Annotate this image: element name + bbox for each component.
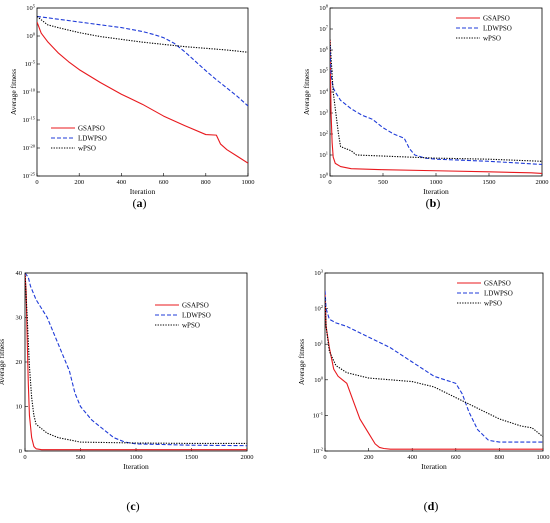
y-tick-label: 102 <box>314 304 323 313</box>
y-tick-label: 105 <box>319 67 329 76</box>
series-line-gsapso <box>25 273 247 451</box>
x-tick-label: 1500 <box>483 179 496 186</box>
x-tick-label: 0 <box>23 454 26 461</box>
y-tick-label: 103 <box>319 109 329 118</box>
series-line-wpso <box>330 39 542 162</box>
y-tick-label: 10-1 <box>313 411 323 420</box>
y-tick-label: 10-2 <box>313 447 323 456</box>
legend-label-wpso: wPSO <box>182 322 200 330</box>
legend: GSAPSO LDWPSO wPSO <box>457 280 513 308</box>
panel-label: (a) <box>133 196 147 210</box>
y-tick-label: 10-5 <box>25 60 36 69</box>
legend-label-wpso: wPSO <box>484 300 502 308</box>
series-line-gsapso <box>330 39 542 175</box>
x-axis-label: Iteration <box>421 462 447 471</box>
chart-panel-c: 0 500 1000 1500 2000 0 10 20 30 40 Iteration Averag… <box>0 270 254 513</box>
panel-label: (b) <box>426 196 441 210</box>
plot-frame <box>36 7 249 177</box>
series-line-wpso <box>25 273 247 444</box>
legend: GSAPSO LDWPSO wPSO <box>456 15 512 43</box>
y-axis-label: Average fitness <box>297 339 306 385</box>
x-tick-label: 600 <box>451 454 461 461</box>
series-line-gsapso <box>325 290 543 450</box>
y-tick-label: 0 <box>19 448 22 455</box>
x-tick-label: 500 <box>76 454 86 461</box>
x-tick-label: 200 <box>74 179 84 186</box>
legend-label-ldwpso: LDWPSO <box>182 312 211 320</box>
x-tick-label: 0 <box>35 179 38 186</box>
x-tick-label: 600 <box>159 179 169 186</box>
panel-label: (d) <box>424 499 439 513</box>
y-tick-label: 10-10 <box>23 88 36 97</box>
legend-label-ldwpso: LDWPSO <box>484 290 513 298</box>
y-axis-label: Average fitness <box>9 69 18 115</box>
series-line-wpso <box>37 15 248 53</box>
y-tick-label: 103 <box>314 269 324 278</box>
x-tick-label: 1500 <box>185 454 198 461</box>
legend-label-gsapso: GSAPSO <box>182 302 209 310</box>
x-tick-label: 200 <box>364 454 374 461</box>
y-tick-label: 100 <box>314 375 324 384</box>
plot-frame <box>329 7 543 177</box>
legend: GSAPSO LDWPSO wPSO <box>155 302 211 330</box>
y-tick-label: 20 <box>16 359 23 366</box>
series-line-ldwpso <box>37 15 248 107</box>
x-tick-label: 800 <box>201 179 211 186</box>
y-tick-label: 101 <box>319 151 328 160</box>
legend-label-gsapso: GSAPSO <box>483 15 510 23</box>
legend-label-wpso: wPSO <box>78 145 96 153</box>
chart-panel-a: 0 200 400 600 800 1000 10-25 10-20 10-15 10-10 10-… <box>9 4 255 211</box>
x-tick-label: 1000 <box>130 454 143 461</box>
x-tick-label: 800 <box>495 454 505 461</box>
legend-label-gsapso: GSAPSO <box>78 125 105 133</box>
series-line-wpso <box>325 297 543 438</box>
legend-label-ldwpso: LDWPSO <box>78 135 107 143</box>
x-tick-label: 0 <box>328 179 331 186</box>
series-line-ldwpso <box>330 45 542 165</box>
y-axis-label: Average fitness <box>0 339 6 385</box>
x-axis-label: Iteration <box>123 462 149 471</box>
x-axis-label: Iteration <box>423 187 449 196</box>
x-tick-label: 400 <box>407 454 417 461</box>
y-tick-label: 100 <box>26 32 36 41</box>
chart-panel-b: 0 500 1000 1500 2000 100 101 102 103 104 105 106 107… <box>302 4 549 211</box>
legend-label-wpso: wPSO <box>483 35 501 43</box>
y-tick-label: 104 <box>319 88 329 97</box>
y-tick-label: 10-25 <box>23 172 36 181</box>
x-tick-label: 1000 <box>430 179 443 186</box>
chart-panel-d: 0 200 400 600 800 1000 10-2 10-1 100 101 102 103 Ite… <box>297 269 550 514</box>
x-axis-label: Iteration <box>130 187 156 196</box>
x-tick-label: 1000 <box>537 454 550 461</box>
y-tick-label: 106 <box>319 46 329 55</box>
plot-frame <box>324 272 544 452</box>
y-tick-label: 40 <box>16 270 23 277</box>
y-tick-label: 108 <box>319 4 329 13</box>
x-tick-label: 2000 <box>536 179 549 186</box>
y-tick-label: 10 <box>16 404 23 411</box>
y-tick-label: 105 <box>26 4 36 13</box>
series-line-ldwpso <box>25 273 247 447</box>
x-tick-label: 1000 <box>242 179 255 186</box>
x-tick-label: 2000 <box>241 454 254 461</box>
legend: GSAPSO LDWPSO wPSO <box>51 125 107 153</box>
y-tick-label: 101 <box>314 340 323 349</box>
legend-label-ldwpso: LDWPSO <box>483 25 512 33</box>
y-tick-label: 100 <box>319 172 329 181</box>
y-tick-label: 30 <box>16 315 23 322</box>
panel-label: (c) <box>126 499 139 513</box>
plot-frame <box>24 272 248 452</box>
legend-label-gsapso: GSAPSO <box>484 280 511 288</box>
series-line-ldwpso <box>325 290 543 443</box>
y-tick-label: 10-20 <box>23 144 36 153</box>
x-tick-label: 0 <box>323 454 326 461</box>
x-tick-label: 500 <box>378 179 388 186</box>
y-axis-label: Average fitness <box>302 69 311 115</box>
y-tick-label: 102 <box>319 130 328 139</box>
series-line-gsapso <box>37 21 248 164</box>
y-tick-label: 107 <box>319 25 329 34</box>
x-tick-label: 400 <box>117 179 127 186</box>
y-tick-label: 10-15 <box>23 116 36 125</box>
